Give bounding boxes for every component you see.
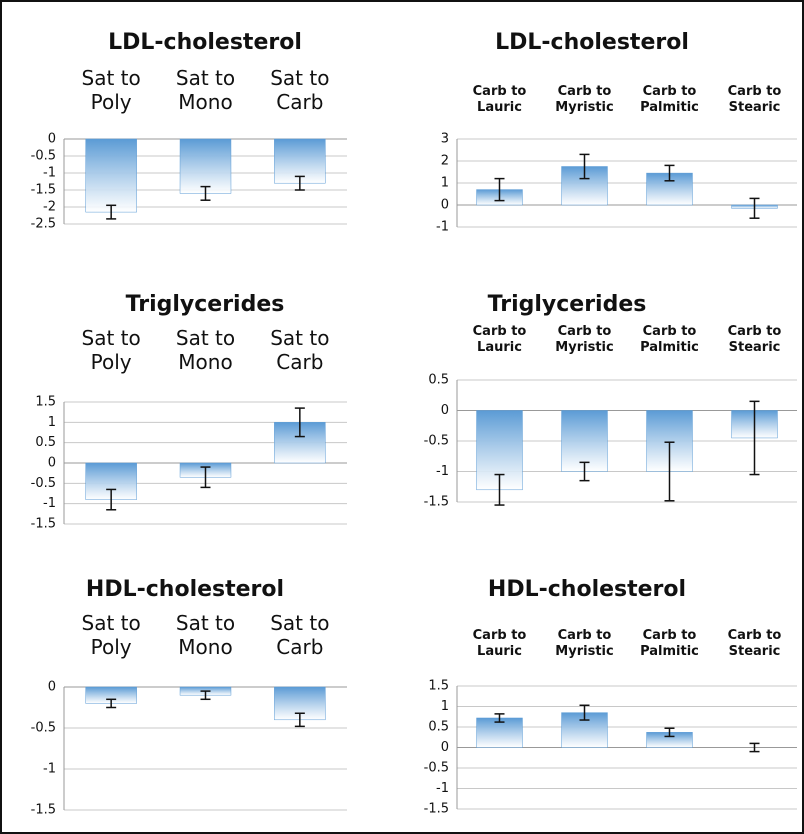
bar [476,717,523,748]
category-label: Sat to Mono [175,326,236,374]
category-label: Sat to Mono [175,66,236,114]
y-tick-label: 1 [48,415,56,430]
y-tick-label: -1.5 [424,802,449,817]
y-tick-label: -1 [436,781,449,796]
chart-title: LDL-cholesterol [495,30,689,55]
y-tick-label: -1.5 [31,517,56,532]
y-tick-label: 0 [48,132,56,147]
chart-title: HDL-cholesterol [85,577,285,602]
y-tick-label: 0.5 [428,373,449,388]
y-tick-label: -1 [436,220,449,235]
y-tick-label: -1 [436,464,449,479]
chart-title: LDL-cholesterol [108,30,302,55]
y-tick-label: 1 [441,699,449,714]
y-tick-label: 0 [441,198,449,213]
y-tick-label: -0.5 [424,434,449,449]
y-tick-label: -2 [43,200,56,215]
y-tick-label: -1 [43,496,56,511]
category-label: Carb to Lauric [472,628,527,659]
y-tick-label: 0 [48,456,56,471]
y-tick-label: -1.5 [31,803,56,818]
y-tick-label: 1 [441,176,449,191]
y-tick-label: -0.5 [31,149,56,164]
chart-title: Triglycerides [125,292,285,317]
chart-title: Triglycerides [487,292,647,317]
category-label: Sat to Carb [270,611,330,659]
bar [85,138,137,213]
y-tick-label: -1 [43,166,56,181]
y-tick-label: 1.5 [35,395,56,410]
y-tick-label: -1.5 [31,183,56,198]
category-label: Sat to Mono [175,611,236,659]
category-label: Carb to Stearic [727,324,782,355]
category-label: Carb to Lauric [472,324,527,355]
y-tick-label: -0.5 [31,721,56,736]
y-tick-label: -0.5 [424,761,449,776]
category-label: Carb to Lauric [472,84,527,115]
y-tick-label: -1 [43,762,56,777]
bar [179,138,232,194]
category-label: Sat to Poly [81,611,141,659]
y-tick-label: 0 [441,403,449,418]
y-tick-label: 2 [441,154,449,169]
y-tick-label: -0.5 [31,476,56,491]
category-label: Sat to Carb [270,66,330,114]
category-label: Carb to Myristic [555,628,614,659]
y-tick-label: -2.5 [31,217,56,232]
y-tick-label: 0.5 [428,720,449,735]
chart-title: HDL-cholesterol [487,577,687,602]
category-label: Sat to Poly [81,66,141,114]
y-tick-label: 1.5 [428,679,449,694]
y-tick-label: 0.5 [35,435,56,450]
y-tick-label: -1.5 [424,495,449,510]
category-label: Sat to Carb [270,326,330,374]
category-label: Carb to Palmitic [640,324,699,355]
category-label: Sat to Poly [81,326,141,374]
category-label: Carb to Palmitic [640,84,699,115]
category-label: Carb to Palmitic [640,628,699,659]
category-label: Carb to Myristic [555,84,614,115]
y-tick-label: 0 [441,740,449,755]
y-tick-label: 3 [441,132,449,147]
category-label: Carb to Stearic [727,84,782,115]
category-label: Carb to Myristic [555,324,614,355]
y-tick-label: 0 [48,680,56,695]
category-label: Carb to Stearic [727,628,782,659]
